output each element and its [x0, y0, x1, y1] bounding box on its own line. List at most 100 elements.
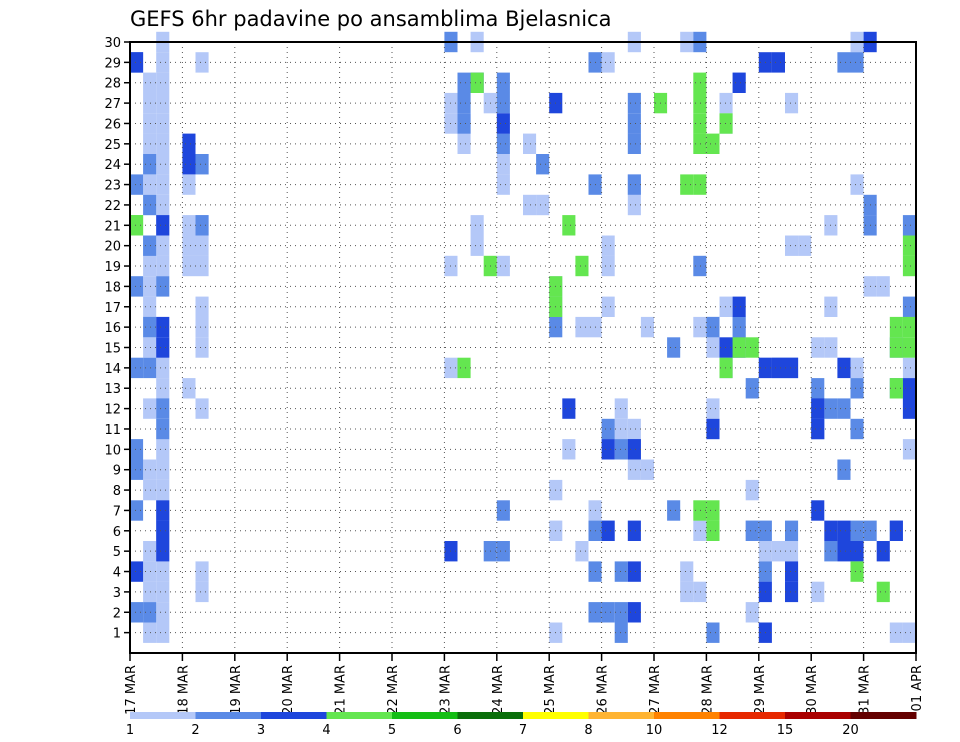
precip-cell	[156, 154, 170, 175]
x-tick-label: 21 MAR	[334, 665, 349, 715]
precip-cell	[785, 235, 799, 256]
precip-cell	[614, 439, 628, 460]
y-tick-label: 15	[104, 342, 121, 357]
precip-cell	[811, 418, 825, 440]
colorbar-segment	[850, 712, 917, 719]
precip-cell	[627, 459, 641, 480]
colorbar-segment	[719, 712, 786, 719]
x-tick-label: 18 MAR	[176, 665, 191, 715]
precip-cell	[575, 255, 589, 277]
precip-cell	[614, 602, 628, 623]
y-tick-label: 9	[113, 464, 121, 479]
precip-cell	[614, 561, 628, 582]
y-tick-label: 28	[104, 77, 121, 92]
precip-cell	[457, 133, 471, 154]
y-tick-label: 2	[113, 606, 121, 621]
precip-cell	[195, 316, 209, 338]
precip-cell	[601, 602, 615, 623]
precip-cell	[902, 296, 916, 317]
precip-cell	[182, 235, 196, 256]
precip-cell	[785, 561, 799, 582]
precip-cell	[496, 255, 510, 277]
precip-cell	[496, 92, 510, 114]
precip-cell	[627, 113, 641, 134]
y-tick-label: 25	[104, 138, 121, 153]
precip-cell	[195, 296, 209, 317]
precip-cell	[130, 174, 144, 195]
colorbar-label: 3	[257, 723, 265, 738]
precip-cell	[143, 316, 157, 338]
precip-cell	[156, 113, 170, 134]
precip-cell	[601, 296, 615, 317]
precip-cell	[627, 602, 641, 623]
colorbar-segment	[523, 712, 589, 719]
precip-cell	[601, 52, 615, 73]
y-tick-label: 23	[104, 179, 121, 194]
precip-cell	[785, 357, 799, 379]
y-tick-label: 14	[104, 362, 121, 377]
precip-cell	[143, 337, 157, 358]
precip-cell	[640, 316, 654, 338]
precip-cell	[156, 479, 170, 501]
colorbar-label: 8	[584, 723, 592, 738]
precip-cell	[614, 418, 628, 440]
precip-cell	[601, 418, 615, 440]
precip-cell	[156, 255, 170, 277]
y-tick-label: 11	[104, 423, 121, 438]
precip-cell	[575, 541, 589, 562]
y-tick-label: 10	[104, 443, 121, 458]
precip-cell	[536, 194, 550, 216]
chart-title: GEFS 6hr padavine po ansamblima Bjelasni…	[130, 7, 611, 31]
precip-cell	[156, 215, 170, 236]
precip-cell	[732, 337, 746, 358]
precip-cell	[182, 255, 196, 277]
precip-cell	[195, 52, 209, 73]
precip-cell	[143, 541, 157, 562]
precip-cell	[143, 357, 157, 379]
precip-cell	[902, 439, 916, 460]
precip-cell	[889, 622, 903, 643]
y-axis: 1234567891011121314151617181920212223242…	[104, 36, 130, 642]
precip-cell	[902, 357, 916, 379]
precip-cell	[785, 541, 799, 562]
precip-cell	[156, 602, 170, 623]
precip-cell	[876, 581, 890, 603]
precip-cell	[693, 520, 707, 541]
precip-cell	[156, 439, 170, 460]
precip-cell	[745, 378, 759, 399]
precip-cell	[523, 194, 537, 216]
precip-cell	[156, 378, 170, 399]
precip-cell	[850, 174, 864, 195]
precip-cell	[143, 194, 157, 216]
x-tick-label: 25 MAR	[543, 665, 558, 715]
precip-cell	[156, 276, 170, 297]
colorbar-segment	[326, 712, 393, 719]
colorbar-label: 5	[388, 723, 396, 738]
precip-cell	[156, 561, 170, 582]
precip-cell	[130, 439, 144, 460]
precip-cell	[156, 622, 170, 643]
precip-cell	[876, 541, 890, 562]
precip-cell	[457, 72, 471, 93]
precip-cell	[143, 276, 157, 297]
precip-cell	[143, 72, 157, 93]
precip-cell	[693, 113, 707, 134]
x-tick-label: 29 MAR	[753, 665, 768, 715]
x-tick-label: 24 MAR	[491, 665, 506, 715]
precip-cell	[771, 52, 785, 73]
precip-cell	[156, 500, 170, 521]
precip-cell	[640, 459, 654, 480]
precip-cell	[785, 92, 799, 114]
precip-cell	[850, 378, 864, 399]
precip-cell	[143, 602, 157, 623]
precip-cell	[143, 581, 157, 603]
colorbar-label: 1	[126, 723, 134, 738]
precip-cell	[156, 459, 170, 480]
precip-cell	[889, 378, 903, 399]
precip-cell	[523, 133, 537, 154]
precip-cell	[601, 235, 615, 256]
precip-cell	[706, 316, 720, 338]
precip-cell	[627, 194, 641, 216]
precip-cell	[837, 541, 851, 562]
precip-cell	[680, 581, 694, 603]
